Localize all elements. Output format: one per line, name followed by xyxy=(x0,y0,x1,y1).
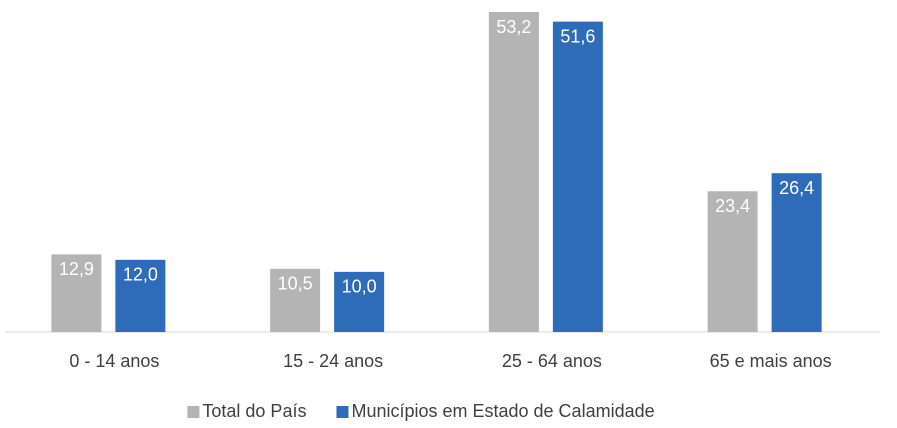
x-tick-label: 0 - 14 anos xyxy=(69,351,159,371)
legend-label: Total do País xyxy=(202,401,306,421)
data-label: 51,6 xyxy=(560,26,595,46)
data-label: 53,2 xyxy=(496,17,531,37)
bar xyxy=(488,12,539,332)
legend-label: Municípios em Estado de Calamidade xyxy=(351,401,654,421)
x-tick-label: 15 - 24 anos xyxy=(283,351,383,371)
bar xyxy=(771,173,822,332)
bar xyxy=(51,254,102,332)
bar xyxy=(270,268,321,332)
legend-swatch xyxy=(336,406,349,418)
bar xyxy=(707,191,758,332)
data-label: 23,4 xyxy=(715,196,750,216)
data-label: 12,0 xyxy=(123,265,158,285)
bar xyxy=(334,271,385,332)
data-label: 10,0 xyxy=(342,277,377,297)
data-label: 26,4 xyxy=(779,178,814,198)
legend-swatch xyxy=(187,406,200,418)
data-label: 10,5 xyxy=(278,274,313,294)
x-tick-label: 65 e mais anos xyxy=(710,351,832,371)
x-tick-label: 25 - 64 anos xyxy=(502,351,602,371)
bar xyxy=(552,21,603,333)
bar xyxy=(115,259,166,332)
data-label: 12,9 xyxy=(59,259,94,279)
